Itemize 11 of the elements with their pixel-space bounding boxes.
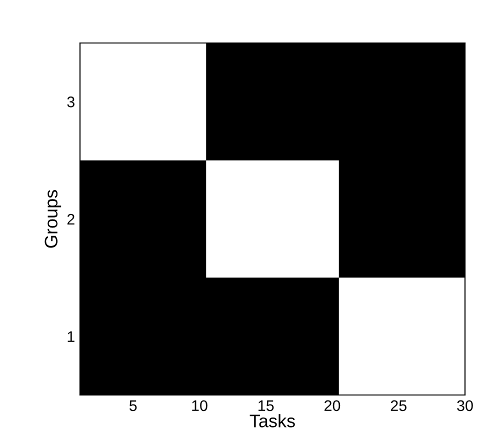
x-tick-label: 15: [258, 400, 274, 412]
y-tick-label: 3: [67, 96, 74, 108]
y-axis-title: Groups: [44, 190, 62, 248]
x-tick-label: 10: [192, 400, 208, 412]
y-tick-label: 1: [68, 331, 74, 342]
x-tick-label: 20: [324, 400, 340, 412]
x-tick-label: 25: [390, 400, 406, 412]
x-tick-label: 30: [457, 400, 473, 412]
x-axis-title: Tasks: [250, 414, 295, 428]
x-tick-label: 5: [129, 400, 137, 412]
y-tick-label: 2: [67, 214, 74, 225]
